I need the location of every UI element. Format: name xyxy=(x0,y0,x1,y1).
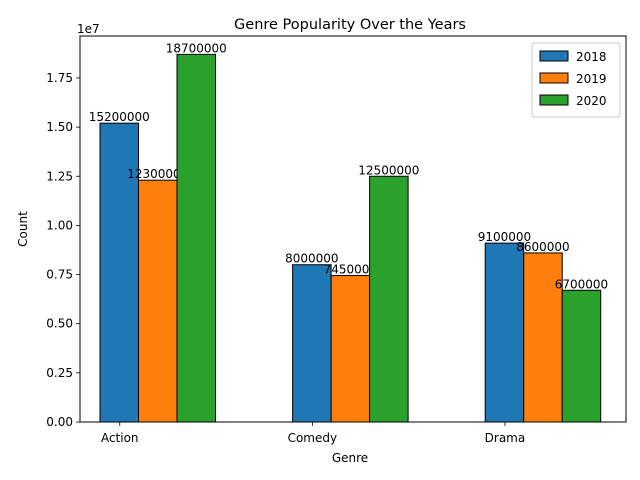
x-tick-label: Action xyxy=(101,431,139,445)
legend: 2018 2019 2020 xyxy=(531,42,621,118)
y-axis-offset-label: 1e7 xyxy=(77,22,100,36)
bar-2019-comedy xyxy=(330,275,371,423)
bar-value-label: 12300000 xyxy=(127,167,188,181)
bar-value-label: 7450000 xyxy=(324,263,377,277)
legend-swatch-2018 xyxy=(539,50,569,62)
y-tick-label: 1.00 xyxy=(46,218,73,232)
legend-swatch-2020 xyxy=(539,94,569,106)
y-tick-label: 1.25 xyxy=(46,169,73,183)
legend-label-2018: 2018 xyxy=(576,50,607,64)
bar-value-label: 15200000 xyxy=(89,110,150,124)
x-tick-label: Drama xyxy=(485,431,526,445)
bar-2019-action xyxy=(138,179,178,423)
legend-label-2019: 2019 xyxy=(576,72,607,86)
legend-label-2020: 2020 xyxy=(576,94,607,108)
bar-2018-drama xyxy=(484,242,525,423)
bar-2020-comedy xyxy=(369,175,409,423)
y-tick-label: 0.25 xyxy=(46,366,73,380)
bar-2019-drama xyxy=(523,252,563,423)
bar-value-label: 9100000 xyxy=(478,230,531,244)
bar-value-label: 18700000 xyxy=(166,41,227,55)
legend-swatch-2019 xyxy=(539,72,569,84)
chart-title: Genre Popularity Over the Years xyxy=(234,17,466,33)
x-axis-label: Genre xyxy=(332,451,368,465)
bar-value-label: 8600000 xyxy=(516,240,569,254)
y-tick-label: 1.75 xyxy=(46,71,73,85)
y-tick-label: 0.75 xyxy=(46,268,73,282)
y-axis-label: Count xyxy=(16,211,30,247)
plot-area: 0.00 0.25 0.50 0.75 1.00 1.25 1.50 1.75 15200000… xyxy=(46,35,627,445)
bar-2018-comedy xyxy=(292,264,332,423)
y-tick-label: 0.00 xyxy=(46,415,73,429)
y-tick-label: 1.50 xyxy=(46,120,73,134)
bar-2018-action xyxy=(99,122,139,423)
x-tick-label: Comedy xyxy=(288,431,338,445)
bar-value-label: 6700000 xyxy=(555,277,608,291)
axes-frame xyxy=(79,35,627,423)
y-tick-label: 0.50 xyxy=(46,317,73,331)
bar-value-label: 8000000 xyxy=(285,252,338,266)
bar-2020-action xyxy=(176,53,216,423)
bar-2020-drama xyxy=(561,289,602,423)
bar-value-label: 12500000 xyxy=(358,163,419,177)
